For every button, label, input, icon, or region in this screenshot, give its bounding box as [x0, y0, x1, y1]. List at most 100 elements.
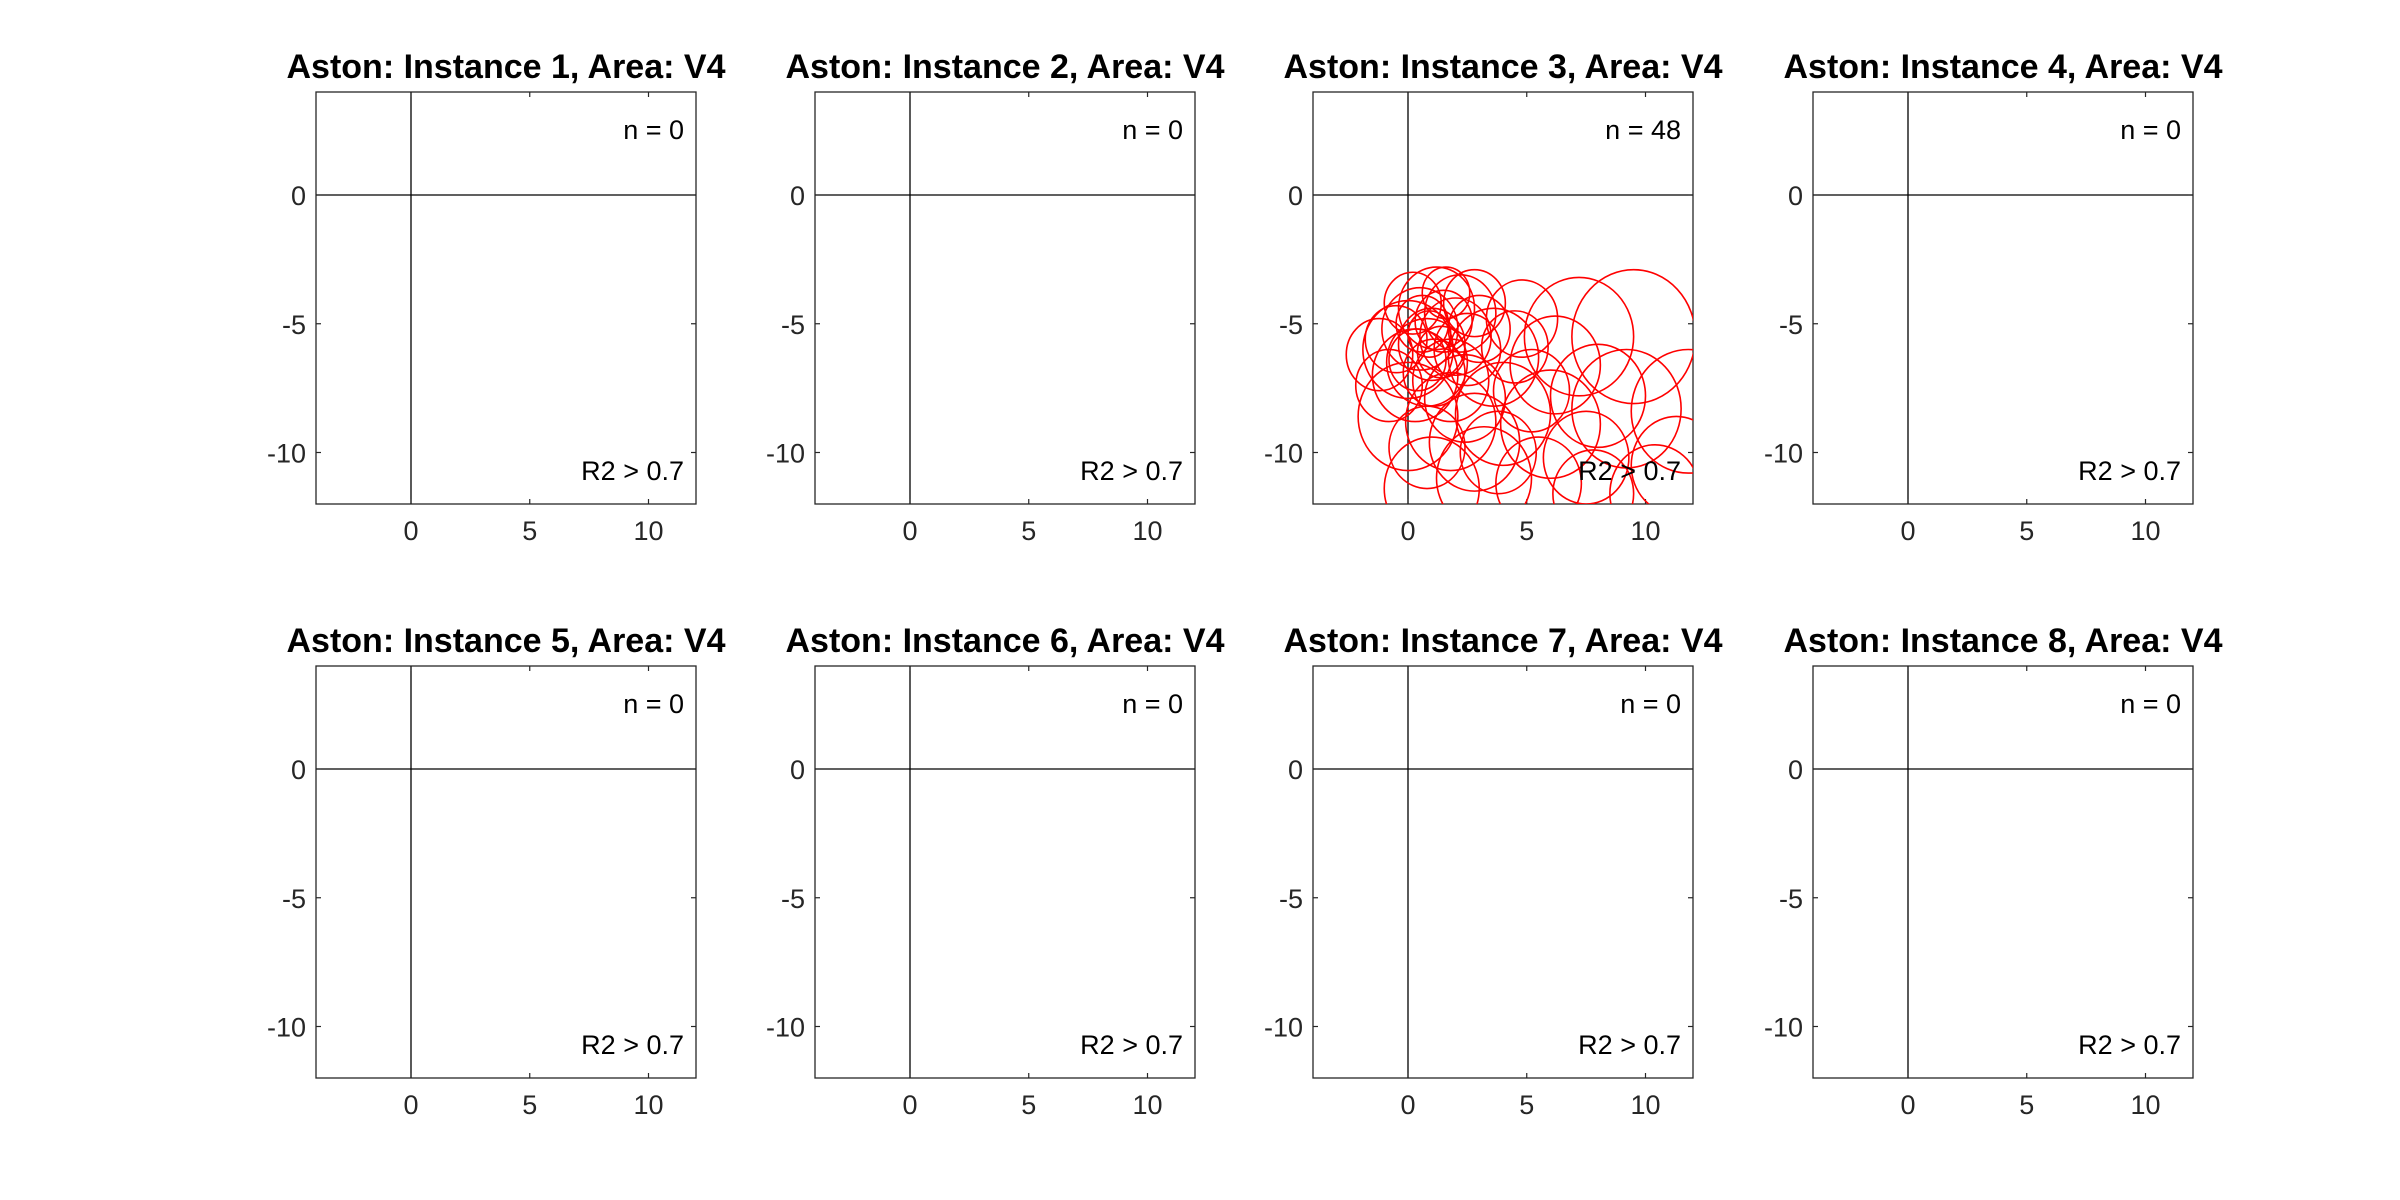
x-tick-label: 5 [1519, 1090, 1534, 1120]
axes-box [1812, 665, 2194, 1079]
x-tick-label: 0 [1900, 516, 1915, 546]
y-tick-label: -5 [1279, 310, 1303, 340]
y-tick-label: -5 [1779, 310, 1803, 340]
r2-threshold-label: R2 > 0.7 [1080, 456, 1183, 486]
receptive-field-circle [1423, 274, 1497, 353]
axes-box [315, 91, 697, 505]
y-tick-label: -10 [1764, 439, 1803, 469]
receptive-field-circle [1549, 343, 1647, 449]
x-tick-label: 10 [1630, 1090, 1660, 1120]
y-tick-label: 0 [790, 755, 805, 785]
n-count-label: n = 0 [2120, 689, 2181, 719]
y-tick-label: 0 [1288, 755, 1303, 785]
receptive-field-circle [1354, 348, 1424, 423]
x-tick-label: 10 [633, 516, 663, 546]
subplot-1: 0 5 10 0 -5 -10 Aston: Instance 1, Area: V4 n =… [267, 48, 726, 546]
receptive-field-circle [1542, 410, 1630, 504]
receptive-field-circle [1459, 410, 1538, 495]
receptive-field-circle [1480, 310, 1549, 384]
x-tick-label: 10 [1132, 1090, 1162, 1120]
y-tick-label: -5 [781, 310, 805, 340]
x-tick-label: 5 [1519, 516, 1534, 546]
subplot-title: Aston: Instance 4, Area: V4 [1784, 48, 2223, 86]
x-tick-label: 0 [403, 1090, 418, 1120]
receptive-field-circle [1364, 304, 1428, 374]
receptive-field-circle [1630, 415, 1693, 504]
receptive-fields [1345, 266, 1693, 504]
x-tick-label: 0 [902, 1090, 917, 1120]
receptive-field-circle [1485, 279, 1559, 359]
receptive-field-circle [1345, 317, 1414, 392]
subplot-4: 0 5 10 0 -5 -10 Aston: Instance 4, Area: V4 n =… [1764, 48, 2223, 546]
axes-box [814, 665, 1196, 1079]
x-tick-label: 0 [1400, 516, 1415, 546]
y-tick-label: -10 [1764, 1013, 1803, 1043]
subplot-7: 0 5 10 0 -5 -10 Aston: Instance 7, Area: V4 n =… [1264, 622, 1723, 1120]
y-tick-label: 0 [1788, 755, 1803, 785]
receptive-field-circle [1388, 405, 1466, 490]
subplot-title: Aston: Instance 3, Area: V4 [1284, 48, 1723, 86]
y-tick-label: -5 [1279, 884, 1303, 914]
r2-threshold-label: R2 > 0.7 [581, 456, 684, 486]
r2-threshold-label: R2 > 0.7 [2078, 456, 2181, 486]
x-tick-label: 5 [2019, 1090, 2034, 1120]
y-tick-label: -5 [1779, 884, 1803, 914]
receptive-field-circle [1552, 449, 1635, 504]
y-tick-label: -10 [1264, 1013, 1303, 1043]
x-tick-label: 10 [2130, 516, 2160, 546]
x-tick-label: 0 [1400, 1090, 1415, 1120]
receptive-field-circle [1509, 315, 1602, 415]
r2-threshold-label: R2 > 0.7 [1578, 456, 1681, 486]
x-tick-label: 10 [1630, 516, 1660, 546]
y-tick-label: -5 [282, 884, 306, 914]
subplot-3: 0 5 10 0 -5 -10 Aston: Instance 3, Area: V4 n =… [1264, 48, 1723, 546]
x-tick-label: 0 [902, 516, 917, 546]
subplot-6: 0 5 10 0 -5 -10 Aston: Instance 6, Area: V4 n =… [766, 622, 1225, 1120]
y-tick-label: 0 [790, 181, 805, 211]
receptive-field-circle [1383, 271, 1443, 335]
y-tick-label: -10 [1264, 439, 1303, 469]
y-tick-label: 0 [1788, 181, 1803, 211]
axes-box [814, 91, 1196, 505]
y-tick-label: 0 [1288, 181, 1303, 211]
x-tick-label: 5 [1021, 1090, 1036, 1120]
subplot-title: Aston: Instance 1, Area: V4 [287, 48, 726, 86]
n-count-label: n = 0 [2120, 115, 2181, 145]
x-tick-label: 10 [633, 1090, 663, 1120]
n-count-label: n = 0 [623, 115, 684, 145]
subplot-5: 0 5 10 0 -5 -10 Aston: Instance 5, Area: V4 n =… [267, 622, 726, 1120]
receptive-field-circle [1421, 266, 1471, 320]
receptive-field-circle [1428, 392, 1521, 492]
x-tick-label: 0 [1900, 1090, 1915, 1120]
subplot-2: 0 5 10 0 -5 -10 Aston: Instance 2, Area: V4 n =… [766, 48, 1225, 546]
y-tick-label: 0 [291, 181, 306, 211]
n-count-label: n = 0 [1122, 689, 1183, 719]
receptive-field-circle [1397, 266, 1476, 351]
x-tick-label: 5 [522, 1090, 537, 1120]
receptive-field-circle [1435, 425, 1533, 504]
receptive-field-circle [1442, 268, 1507, 338]
subplot-title: Aston: Instance 2, Area: V4 [786, 48, 1225, 86]
receptive-field-circle [1447, 294, 1511, 364]
receptive-field-circle [1609, 443, 1693, 504]
y-tick-label: -10 [267, 439, 306, 469]
x-tick-label: 5 [2019, 516, 2034, 546]
x-tick-label: 5 [522, 516, 537, 546]
subplot-8: 0 5 10 0 -5 -10 Aston: Instance 8, Area: V4 n =… [1764, 622, 2223, 1120]
subplot-title: Aston: Instance 7, Area: V4 [1284, 622, 1723, 660]
y-tick-label: -10 [766, 439, 805, 469]
y-tick-label: -5 [781, 884, 805, 914]
r2-threshold-label: R2 > 0.7 [1080, 1030, 1183, 1060]
receptive-field-circle [1499, 369, 1602, 480]
r2-threshold-label: R2 > 0.7 [1578, 1030, 1681, 1060]
n-count-label: n = 48 [1605, 115, 1681, 145]
x-tick-label: 5 [1021, 516, 1036, 546]
subplot-title: Aston: Instance 5, Area: V4 [287, 622, 726, 660]
n-count-label: n = 0 [1620, 689, 1681, 719]
receptive-field-circle [1630, 348, 1693, 474]
receptive-field-circle [1357, 361, 1459, 472]
n-count-label: n = 0 [1122, 115, 1183, 145]
x-tick-label: 10 [1132, 516, 1162, 546]
y-tick-label: -10 [267, 1013, 306, 1043]
